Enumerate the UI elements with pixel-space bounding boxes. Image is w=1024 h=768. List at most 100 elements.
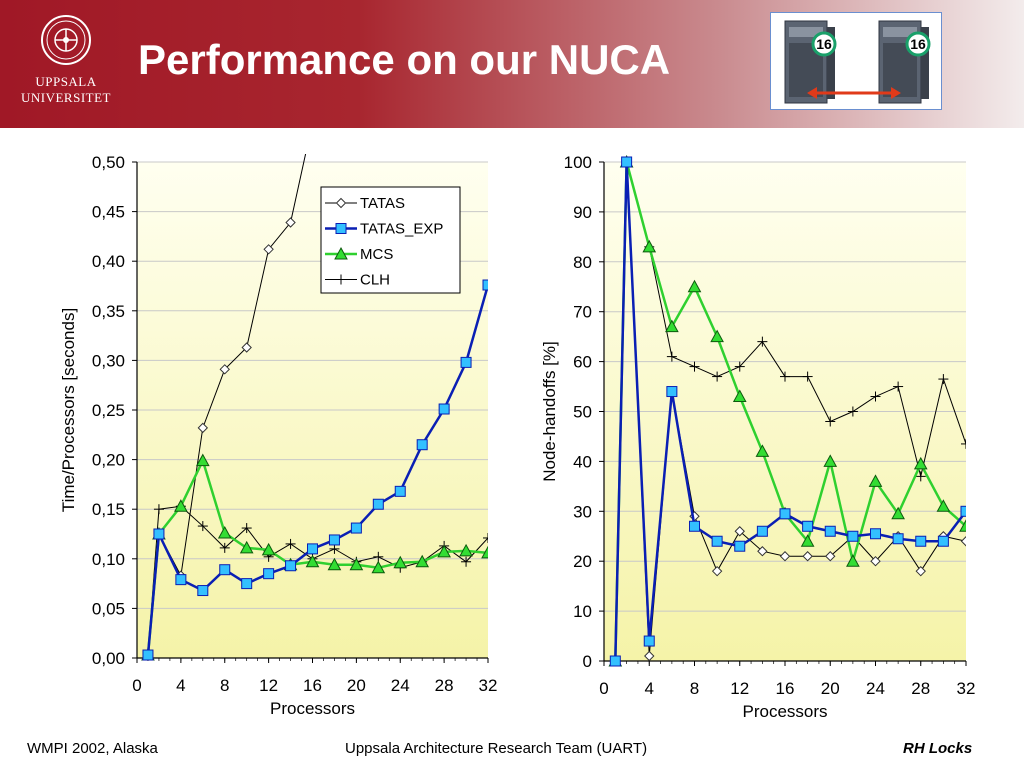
right-point-tatas-exp (915, 535, 927, 547)
right-point-tatas (825, 551, 836, 562)
left-point-tatas-exp (285, 560, 297, 572)
right-point-tatas-exp (892, 533, 904, 545)
badge-left (811, 31, 837, 57)
left-point-tatas-exp (241, 578, 253, 590)
right-series-tatas-exp (609, 156, 966, 667)
right-point-clh (938, 374, 949, 385)
left-point-tatas-exp (142, 649, 154, 661)
left-point-tatas-exp (438, 403, 450, 415)
footer-center: Uppsala Architecture Research Team (UART… (345, 740, 648, 757)
left-xtick-label: 16 (303, 676, 322, 695)
left-point-tatas-exp (482, 279, 488, 291)
right-point-tatas (915, 565, 926, 577)
left-point-tatas-exp (394, 485, 406, 497)
left-point-tatas-exp (153, 528, 165, 540)
left-point-clh (219, 542, 230, 553)
double-arrow-icon (807, 87, 901, 99)
right-ytick-label: 90 (573, 203, 592, 222)
left-xtick-label: 12 (259, 676, 278, 695)
left-legend: TATAS TATAS_EXP MCS CLH (320, 186, 461, 294)
right-ytick-label: 60 (573, 353, 592, 372)
server-illustration: 16 16 (770, 12, 942, 110)
right-xtick-label: 24 (866, 679, 885, 698)
left-point-mcs (415, 554, 430, 568)
right-point-clh (734, 361, 745, 372)
left-point-clh (483, 532, 488, 543)
left-ylabel: Time/Processors [seconds] (59, 308, 78, 512)
left-ytick-label: 0,50 (92, 153, 125, 172)
right-point-tatas-exp (802, 520, 814, 532)
right-ytick-label: 0 (583, 652, 592, 671)
right-point-tatas-exp (937, 535, 949, 547)
right-point-clh (757, 336, 768, 347)
left-point-mcs (305, 554, 320, 568)
left-point-mcs (174, 499, 188, 512)
right-xtick-label: 4 (645, 679, 654, 698)
left-point-mcs (481, 545, 488, 559)
left-ytick-label: 0,45 (92, 203, 125, 222)
left-ytick-label: 0,05 (92, 599, 125, 618)
right-point-tatas-exp (609, 655, 621, 667)
right-point-clh (825, 416, 836, 427)
left-xtick-label: 4 (176, 676, 185, 695)
chart-node-handoffs: 0 10 20 30 40 50 60 70 80 90 100 0 4 8 12 16 20 24 28 32 Pro… (540, 153, 975, 721)
right-point-mcs (823, 454, 838, 467)
right-xtick-label: 28 (911, 679, 930, 698)
footer-left: WMPI 2002, Alaska (27, 740, 158, 757)
left-point-mcs (217, 525, 232, 539)
right-point-mcs (891, 506, 905, 520)
left-point-tatas-exp (307, 543, 318, 555)
server-left-icon (784, 20, 835, 104)
left-legend-label: TATAS (360, 195, 405, 212)
right-ytick-label: 40 (573, 452, 592, 471)
university-logo: UPPSALA UNIVERSITET (14, 12, 118, 112)
left-xtick-label: 0 (132, 676, 141, 695)
left-xlabel: Processors (270, 699, 355, 718)
right-ytick-label: 30 (573, 502, 592, 521)
left-point-tatas (263, 244, 274, 255)
right-point-mcs (642, 239, 657, 253)
left-point-tatas (219, 364, 230, 375)
left-point-mcs (393, 555, 408, 569)
right-ylabel: Node-handoffs [%] (540, 341, 559, 482)
right-ytick-label: 50 (573, 403, 592, 422)
left-point-clh (461, 556, 472, 567)
left-point-clh (153, 504, 164, 515)
left-legend-swatch-marker (335, 197, 347, 209)
left-point-tatas-exp (197, 585, 209, 597)
left-point-tatas-exp (416, 439, 428, 451)
right-point-mcs (755, 444, 770, 457)
left-xtick-label: 28 (435, 676, 454, 695)
left-ytick-label: 0,10 (92, 550, 125, 569)
header-banner: UPPSALA UNIVERSITET Performance on our N… (0, 0, 1024, 128)
right-point-tatas-exp (666, 386, 678, 398)
left-point-tatas (285, 217, 296, 228)
left-point-tatas (197, 422, 209, 434)
left-point-tatas-exp (263, 568, 275, 580)
right-ytick-label: 100 (564, 153, 592, 172)
right-point-tatas (711, 565, 723, 577)
page-title: Performance on our NUCA (138, 36, 671, 83)
right-point-tatas (734, 526, 745, 537)
right-point-mcs (846, 554, 860, 567)
right-point-tatas (960, 536, 966, 547)
right-point-tatas (644, 650, 655, 662)
left-point-mcs (261, 542, 276, 556)
footer-right: RH Locks (903, 740, 973, 757)
chart-time-per-processor: 0,00 0,05 0,10 0,15 0,20 0,25 0,30 0,35 0,40 0,45… (59, 153, 498, 718)
left-point-tatas-exp (175, 574, 187, 586)
left-legend-swatch-marker (335, 223, 347, 234)
badge-left-label: 16 (816, 36, 832, 52)
right-ytick-label: 80 (573, 253, 592, 272)
right-point-tatas-exp (960, 505, 966, 517)
right-point-mcs (665, 319, 679, 333)
left-point-tatas-exp (328, 534, 340, 546)
right-point-mcs (868, 474, 883, 487)
right-xtick-label: 8 (690, 679, 699, 698)
left-ytick-label: 0,35 (92, 302, 125, 321)
left-point-clh (329, 543, 340, 554)
left-xtick-label: 32 (479, 676, 498, 695)
right-xtick-label: 20 (821, 679, 840, 698)
left-ytick-label: 0,15 (92, 500, 125, 519)
right-point-tatas (870, 555, 881, 567)
